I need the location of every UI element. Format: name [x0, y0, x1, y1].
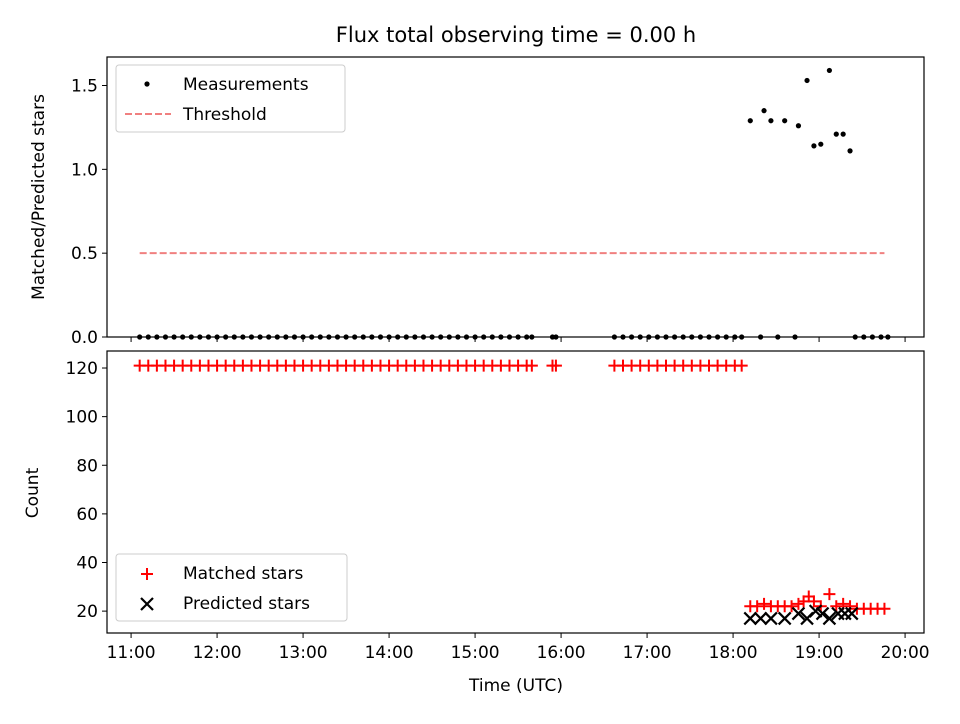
- measurement-point: [847, 148, 853, 154]
- bottom-panel: 11:00 12:00 13:00 14:00 15:00 16:00 17:00 18:00…: [66, 350, 930, 663]
- legend-matched-label: Matched stars: [183, 564, 303, 584]
- bottom-legend: Matched stars Predicted stars: [115, 553, 348, 622]
- x-tick-label: 19:00: [795, 643, 844, 663]
- x-tick-label: 15:00: [451, 643, 500, 663]
- legend-measurements-marker: [144, 81, 150, 87]
- legend-threshold-label: Threshold: [182, 105, 267, 125]
- matched-star-point: [735, 359, 748, 372]
- measurement-point: [768, 118, 774, 124]
- bottom-y-axis-label: Count: [23, 467, 43, 518]
- predicted-star-point: [764, 611, 778, 626]
- measurement-point: [833, 131, 839, 137]
- matched-star-point: [830, 600, 843, 613]
- x-tick-label: 14:00: [365, 643, 414, 663]
- measurement-point: [840, 131, 846, 137]
- x-tick-label: 11:00: [107, 643, 156, 663]
- measurement-point: [811, 143, 817, 149]
- y-tick-label: 20: [76, 602, 98, 622]
- y-tick-label: 100: [66, 408, 98, 428]
- predicted-star-point: [822, 611, 837, 626]
- measurement-point: [747, 118, 753, 124]
- y-tick-label: 1.5: [71, 77, 98, 97]
- y-tick-label: 0.5: [71, 244, 98, 264]
- matched-star-point: [751, 600, 764, 613]
- predicted-star-point: [791, 606, 806, 621]
- x-tick-label: 17:00: [623, 643, 672, 663]
- y-tick-label: 40: [76, 554, 98, 574]
- y-tick-label: 80: [76, 456, 98, 476]
- measurement-point: [761, 108, 767, 114]
- top-y-axis-label: Matched/Predicted stars: [29, 94, 49, 300]
- x-tick-label: 13:00: [279, 643, 328, 663]
- matched-star-point: [844, 600, 857, 613]
- measurement-point: [804, 77, 810, 84]
- bottom-legend-frame: [115, 553, 348, 622]
- legend-matched-marker: [141, 568, 153, 580]
- x-tick-label: 16:00: [537, 643, 586, 663]
- predicted-star-point: [743, 611, 758, 626]
- x-tick-label: 12:00: [193, 643, 242, 663]
- matched-star-point: [823, 588, 836, 601]
- top-panel-frame: [106, 56, 925, 338]
- matched-star-point: [785, 600, 798, 613]
- legend-measurements-label: Measurements: [183, 75, 309, 95]
- measurement-point: [826, 67, 833, 74]
- top-legend: Measurements Threshold: [115, 64, 346, 133]
- matched-star-point: [792, 597, 805, 610]
- x-axis-label: Time (UTC): [468, 676, 563, 696]
- chart-title: Flux total observing time = 0.00 h: [336, 23, 696, 47]
- matched-star-point: [525, 359, 538, 372]
- matched-star-point: [549, 359, 562, 372]
- predicted-star-point: [815, 606, 830, 621]
- matched-star-point: [878, 602, 891, 615]
- y-tick-label: 60: [76, 505, 98, 525]
- measurement-point: [782, 118, 788, 124]
- x-tick-label: 18:00: [709, 643, 758, 663]
- measurement-point: [795, 123, 802, 129]
- predicted-star-point: [777, 611, 792, 626]
- legend-predicted-label: Predicted stars: [183, 594, 310, 614]
- legend-predicted-marker: [140, 597, 154, 611]
- y-tick-label: 1.0: [71, 160, 98, 180]
- y-tick-label: 0.0: [71, 328, 98, 348]
- bottom-panel-frame: [106, 350, 925, 634]
- measurement-point: [818, 141, 824, 147]
- top-legend-frame: [115, 64, 346, 133]
- top-panel: 0.0 0.5 1.0 1.5: [71, 56, 925, 348]
- matched-star-point: [758, 597, 771, 610]
- x-tick-label: 20:00: [881, 643, 930, 663]
- predicted-star-point: [753, 611, 768, 626]
- y-tick-label: 120: [66, 359, 98, 379]
- matched-star-point: [807, 595, 820, 608]
- predicted-star-point: [844, 606, 859, 621]
